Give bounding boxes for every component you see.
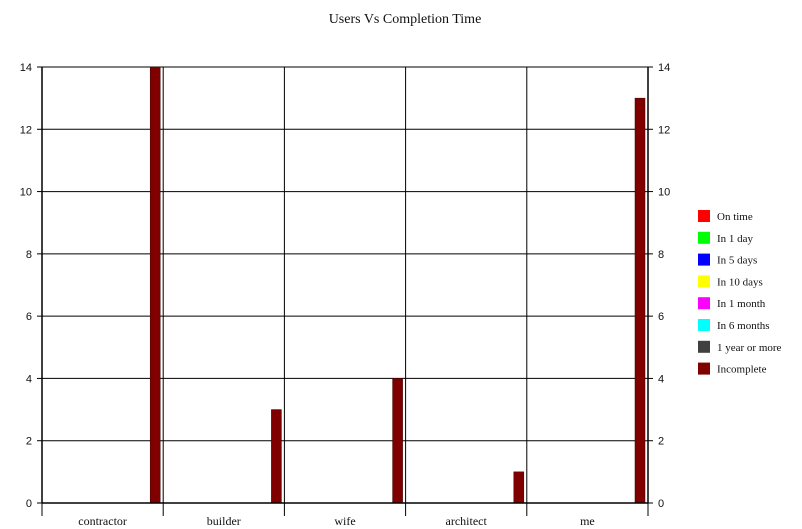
- legend-label: In 5 days: [717, 255, 757, 267]
- x-tick-label: wife: [334, 514, 355, 528]
- bar-contractor: [149, 66, 161, 504]
- axes: 0 0 2 2 4 4 6 6 8 8 10 10 12 12 14 14 contractor builder w…: [20, 62, 671, 528]
- x-tick-label: contractor: [78, 514, 127, 528]
- bars: [149, 66, 646, 504]
- y-tick-label-left: 4: [26, 373, 32, 385]
- legend-label: In 1 day: [717, 233, 754, 245]
- y-tick-label-right: 0: [658, 498, 664, 510]
- legend-label: In 1 month: [717, 298, 766, 310]
- legend: On time In 1 day In 5 days In 10 days In 1 m…: [698, 210, 782, 376]
- bar-wife: [392, 378, 403, 504]
- legend-swatch: [698, 275, 710, 288]
- x-tick-label: builder: [207, 514, 241, 528]
- legend-swatch: [698, 210, 710, 222]
- y-tick-label-left: 6: [26, 311, 32, 323]
- y-tick-label-right: 10: [658, 187, 670, 199]
- x-tick-label: me: [580, 514, 595, 528]
- legend-label: In 6 months: [717, 320, 770, 332]
- legend-label: 1 year or more: [717, 342, 782, 354]
- legend-swatch: [698, 231, 710, 244]
- y-tick-label-right: 6: [658, 311, 664, 323]
- y-tick-label-left: 8: [26, 249, 32, 261]
- y-tick-label-left: 14: [20, 62, 32, 74]
- x-tick-label: architect: [446, 514, 488, 528]
- y-tick-label-left: 2: [26, 436, 32, 448]
- legend-label: In 10 days: [717, 276, 763, 288]
- y-tick-label-left: 10: [20, 187, 32, 199]
- y-tick-label-right: 4: [658, 373, 664, 385]
- y-tick-label-left: 0: [26, 498, 32, 510]
- grid: [41, 66, 649, 504]
- y-tick-label-left: 12: [20, 124, 32, 136]
- legend-swatch: [698, 297, 710, 310]
- legend-swatch: [698, 340, 710, 353]
- y-tick-label-right: 2: [658, 436, 664, 448]
- legend-swatch: [698, 362, 710, 375]
- bar-architect: [513, 471, 525, 504]
- y-tick-label-right: 14: [658, 62, 670, 74]
- y-tick-label-right: 12: [658, 124, 670, 136]
- y-tick-label-right: 8: [658, 249, 664, 261]
- legend-label: On time: [717, 211, 753, 223]
- legend-swatch: [698, 319, 710, 331]
- bar-me: [634, 97, 646, 504]
- bar-builder: [271, 409, 282, 504]
- legend-label: Incomplete: [717, 364, 767, 376]
- legend-swatch: [698, 253, 710, 266]
- chart-title: Users Vs Completion Time: [329, 12, 482, 27]
